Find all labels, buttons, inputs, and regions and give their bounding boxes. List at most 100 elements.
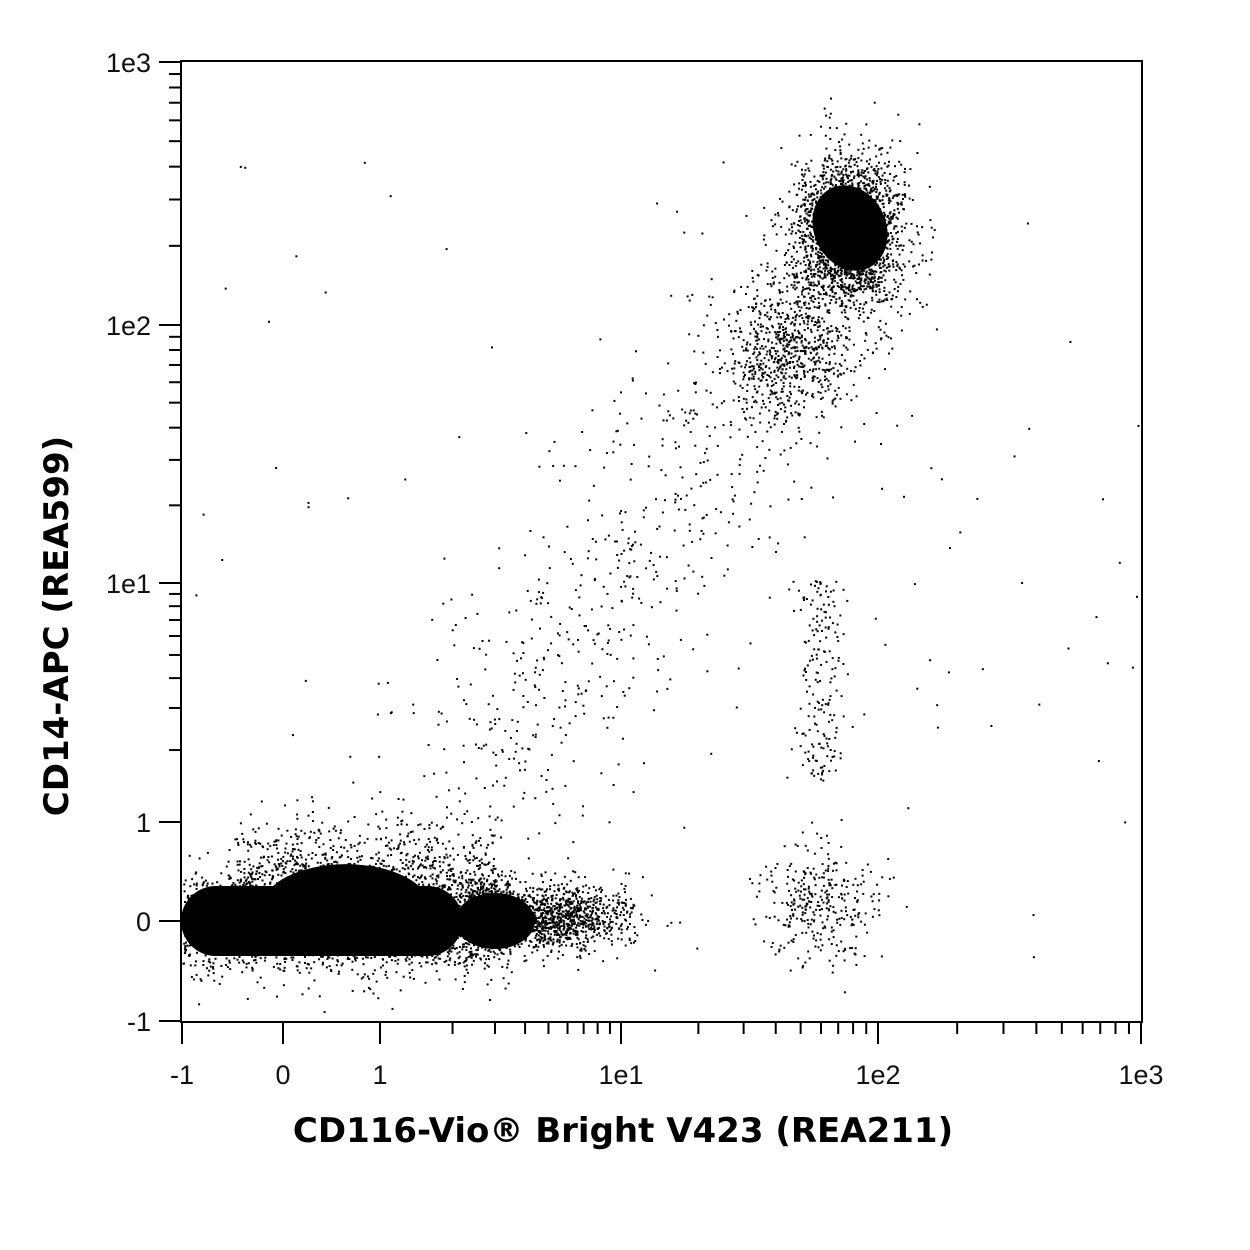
- scatter-point: [454, 879, 457, 882]
- scatter-point: [237, 844, 240, 846]
- scatter-point: [299, 875, 302, 878]
- scatter-point: [248, 906, 250, 909]
- scatter-point: [207, 919, 210, 921]
- scatter-point: [364, 920, 367, 923]
- scatter-point: [490, 869, 493, 872]
- scatter-point: [314, 904, 317, 907]
- scatter-point: [382, 907, 385, 910]
- scatter-point: [254, 949, 257, 952]
- scatter-point: [450, 912, 453, 914]
- scatter-point: [244, 884, 247, 887]
- scatter-point: [542, 940, 545, 943]
- scatter-point: [479, 927, 482, 930]
- scatter-point: [405, 875, 407, 878]
- scatter-point: [498, 888, 501, 891]
- scatter-point: [309, 941, 311, 944]
- scatter-point: [190, 894, 193, 897]
- scatter-point: [337, 906, 340, 909]
- scatter-point: [364, 947, 367, 950]
- scatter-point: [310, 924, 313, 927]
- scatter-point: [370, 856, 373, 859]
- scatter-point: [387, 841, 390, 844]
- scatter-point: [355, 901, 358, 904]
- scatter-point: [193, 904, 196, 907]
- scatter-point: [372, 911, 375, 914]
- scatter-point: [232, 904, 235, 907]
- scatter-point: [219, 903, 222, 906]
- scatter-point: [486, 902, 489, 905]
- scatter-point: [433, 952, 436, 955]
- scatter-point: [338, 970, 340, 973]
- scatter-point: [347, 863, 350, 865]
- scatter-point: [298, 904, 300, 907]
- scatter-point: [533, 911, 536, 914]
- scatter-point: [314, 935, 317, 938]
- scatter-point: [569, 907, 572, 910]
- scatter-point: [266, 890, 268, 893]
- scatter-point: [409, 919, 412, 922]
- scatter-point: [441, 869, 444, 872]
- scatter-point: [207, 902, 210, 905]
- scatter-point: [555, 920, 558, 923]
- scatter-point: [257, 924, 260, 927]
- scatter-point: [358, 928, 361, 931]
- scatter-point: [497, 919, 500, 921]
- scatter-point: [559, 907, 561, 910]
- scatter-point: [347, 915, 350, 918]
- scatter-point: [438, 920, 441, 923]
- scatter-point: [263, 959, 266, 962]
- scatter-point: [407, 888, 410, 891]
- scatter-point: [282, 855, 285, 858]
- scatter-point: [344, 930, 347, 933]
- scatter-point: [382, 860, 385, 862]
- scatter-point: [569, 917, 572, 920]
- scatter-point: [560, 883, 563, 886]
- scatter-point: [369, 911, 372, 914]
- scatter-point: [633, 941, 635, 944]
- scatter-point: [366, 945, 369, 948]
- scatter-point: [343, 880, 346, 883]
- scatter-point: [407, 832, 410, 835]
- scatter-point: [318, 869, 321, 872]
- scatter-point: [404, 903, 407, 905]
- scatter-point: [574, 895, 577, 898]
- scatter-point: [363, 866, 366, 869]
- scatter-point: [346, 850, 349, 853]
- scatter-point: [399, 833, 402, 836]
- scatter-point: [488, 949, 491, 952]
- scatter-point: [257, 878, 259, 880]
- scatter-point: [576, 946, 579, 949]
- scatter-point: [474, 953, 477, 956]
- scatter-point: [259, 890, 262, 893]
- scatter-point: [397, 940, 400, 942]
- scatter-point: [294, 952, 297, 955]
- scatter-point: [383, 882, 386, 885]
- scatter-point: [470, 913, 473, 916]
- scatter-point: [545, 898, 548, 901]
- scatter-point: [326, 947, 329, 950]
- scatter-point: [472, 916, 475, 919]
- scatter-point: [504, 913, 507, 916]
- scatter-point: [335, 912, 338, 915]
- scatter-point: [436, 887, 439, 889]
- scatter-point: [575, 932, 577, 935]
- scatter-point: [463, 909, 466, 912]
- scatter-point: [352, 938, 355, 941]
- scatter-point: [353, 898, 356, 901]
- scatter-point: [368, 922, 371, 925]
- scatter-point: [567, 900, 570, 903]
- scatter-point: [186, 944, 189, 947]
- scatter-point: [252, 889, 255, 892]
- scatter-point: [422, 899, 425, 902]
- scatter-point: [424, 941, 427, 944]
- scatter-point: [565, 914, 568, 917]
- scatter-point: [238, 900, 241, 902]
- scatter-point: [275, 840, 277, 843]
- scatter-point: [254, 926, 257, 929]
- scatter-point: [381, 810, 384, 813]
- scatter-point: [409, 917, 412, 920]
- scatter-point: [540, 933, 543, 936]
- scatter-point: [450, 870, 453, 872]
- scatter-point: [507, 959, 510, 962]
- scatter-point: [336, 960, 339, 963]
